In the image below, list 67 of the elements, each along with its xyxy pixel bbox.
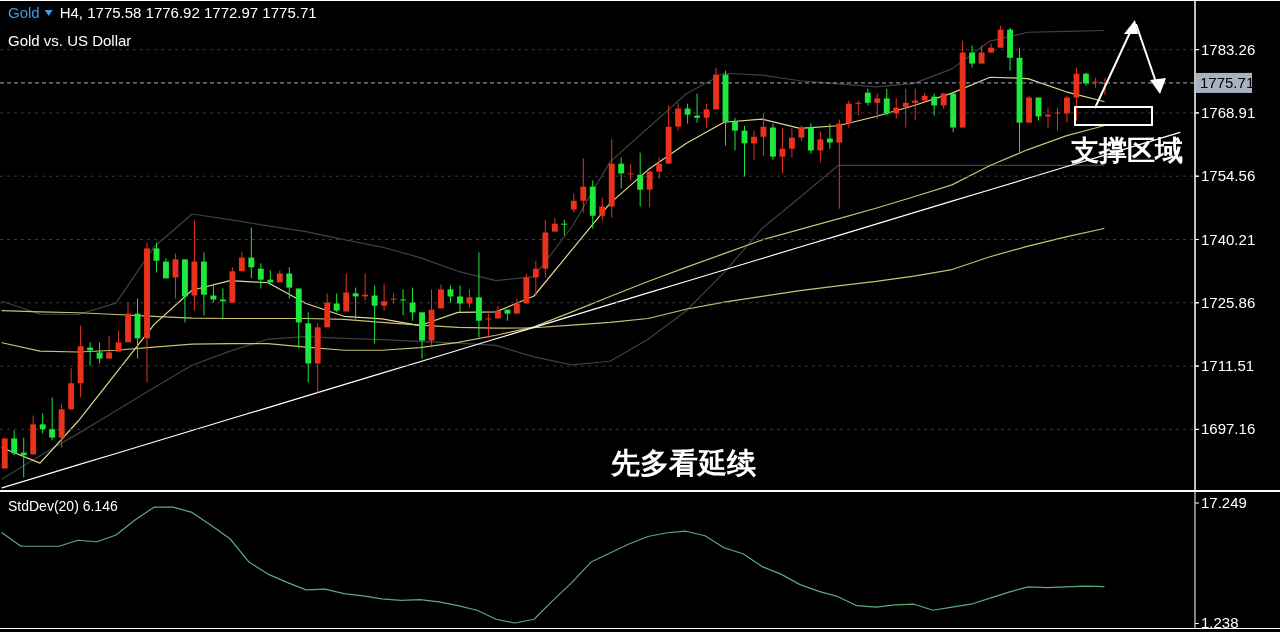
candlestick: [874, 93, 881, 120]
y-tick-label: 1740.21: [1201, 230, 1256, 248]
candlestick: [732, 117, 738, 151]
candlestick: [476, 251, 482, 338]
candlestick: [817, 130, 824, 163]
chart-title: Gold: [8, 4, 40, 21]
candlestick: [390, 292, 397, 304]
y-tick-label: 1697.16: [1201, 420, 1256, 438]
y-tick-label: 1768.91: [1201, 103, 1256, 121]
candlestick: [599, 197, 606, 222]
y-tick-label: 17.249: [1201, 494, 1247, 512]
candlestick: [352, 287, 359, 320]
candlestick: [883, 88, 890, 117]
candlestick: [485, 313, 492, 339]
candlestick: [1092, 77, 1099, 89]
candlestick: [39, 412, 46, 435]
text: Gold vs. US Dollar: [8, 32, 132, 49]
candlestick: [400, 288, 407, 316]
candlestick: [807, 123, 814, 155]
candlestick: [694, 93, 701, 124]
candlestick: [969, 44, 976, 69]
candlestick: [826, 123, 833, 150]
candlestick: [532, 260, 539, 297]
candlestick: [248, 227, 255, 279]
candlestick: [978, 44, 985, 65]
candlestick: [561, 219, 568, 237]
candlestick: [703, 103, 710, 129]
ref-line-label: 1775.71: [1200, 73, 1255, 91]
candlestick: [902, 88, 909, 129]
candlestick: [210, 283, 217, 304]
candlestick: [333, 292, 340, 313]
y-tick-label: 1754.56: [1201, 167, 1256, 185]
candlestick: [836, 119, 843, 210]
candlestick: [675, 102, 682, 132]
candlestick: [49, 396, 56, 441]
candlestick: [106, 335, 113, 360]
candlestick: [1064, 95, 1070, 124]
y-tick-label: 1.238: [1201, 614, 1239, 632]
candlestick: [381, 283, 388, 312]
candlestick: [997, 25, 1004, 49]
candlestick: [646, 170, 653, 208]
candlestick: [286, 266, 293, 300]
chart-title: StdDev(20) 6.146: [8, 497, 118, 514]
y-tick-label: 1725.86: [1201, 293, 1256, 311]
candlestick: [931, 93, 938, 117]
candlestick: [788, 127, 795, 159]
candlestick: [343, 273, 350, 312]
candlestick: [257, 262, 264, 289]
annotation: 先多看延续: [609, 447, 756, 479]
candlestick: [371, 284, 378, 345]
candlestick: [684, 103, 691, 125]
candlestick: [457, 284, 463, 313]
y-tick-label: 1783.26: [1201, 40, 1256, 58]
candlestick: [845, 100, 852, 129]
candlestick: [580, 157, 587, 214]
candlestick: [912, 88, 919, 121]
candlestick: [637, 152, 644, 207]
y-tick-label: 1711.51: [1201, 357, 1255, 375]
candlestick: [115, 329, 122, 353]
candlestick: [751, 130, 757, 161]
candlestick: [618, 157, 625, 189]
annotation: H4, 1775.58 1776.92 1772.97 1775.71: [59, 4, 317, 21]
candlestick: [570, 193, 577, 214]
candlestick: [96, 341, 103, 364]
candlestick: [656, 157, 663, 180]
candlestick: [855, 100, 862, 117]
candlestick: [11, 430, 18, 456]
